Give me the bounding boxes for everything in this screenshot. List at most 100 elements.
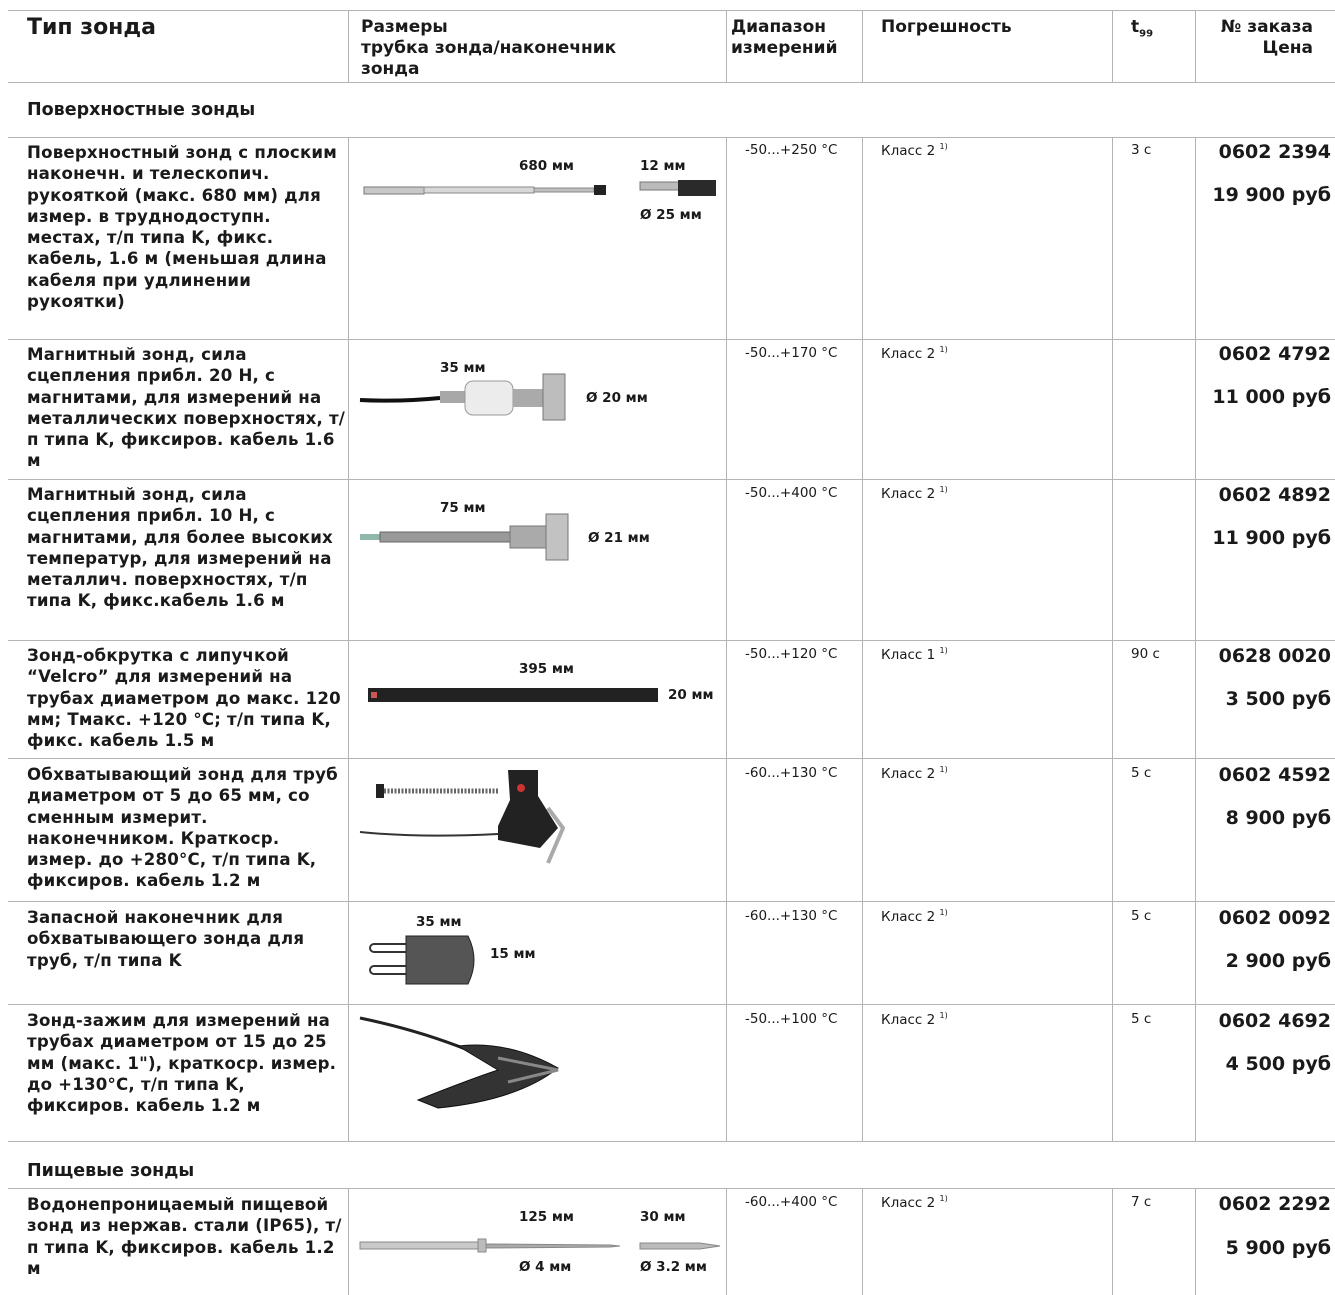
accuracy-footnote: 1) bbox=[939, 485, 948, 494]
dim-label: Ø 3.2 мм bbox=[640, 1259, 707, 1275]
price: 5 900 руб bbox=[1225, 1237, 1331, 1259]
t99-value: 5 с bbox=[1131, 908, 1152, 924]
accuracy-class: Класс 2 bbox=[881, 143, 936, 159]
dim-label: Ø 20 мм bbox=[586, 390, 648, 406]
dim-label: 680 мм bbox=[519, 158, 574, 174]
dim-label: 12 мм bbox=[640, 158, 686, 174]
order-number: 0602 4892 bbox=[1218, 484, 1331, 506]
accuracy-class: Класс 2 bbox=[881, 766, 936, 782]
order-number: 0602 0092 bbox=[1218, 907, 1331, 929]
row-description: Магнитный зонд, сила сцепления прибл. 10… bbox=[27, 485, 333, 611]
header-accuracy: Погрешность bbox=[881, 17, 1012, 37]
price: 11 000 руб bbox=[1212, 386, 1331, 408]
probe-food-image bbox=[359, 1238, 721, 1253]
order-number: 0602 2292 bbox=[1218, 1193, 1331, 1215]
row-border bbox=[8, 339, 1335, 340]
row-border bbox=[8, 758, 1335, 759]
col-divider bbox=[862, 1188, 863, 1295]
price: 2 900 руб bbox=[1225, 950, 1331, 972]
row-border bbox=[8, 901, 1335, 902]
accuracy-footnote: 1) bbox=[939, 142, 948, 151]
row-description: Зонд-обкрутка с липучкой “Velcro” для из… bbox=[27, 646, 341, 751]
row-description: Магнитный зонд, сила сцепления прибл. 20… bbox=[27, 345, 346, 471]
price: 19 900 руб bbox=[1212, 184, 1331, 206]
col-divider bbox=[348, 1188, 349, 1295]
probe-spare-tip-image bbox=[369, 935, 475, 985]
dim-label: 35 мм bbox=[440, 360, 486, 376]
dim-label: 30 мм bbox=[640, 1209, 686, 1225]
row-border bbox=[8, 640, 1335, 641]
range-value: -60...+130 °C bbox=[745, 908, 838, 924]
col-divider bbox=[726, 137, 727, 1141]
col-divider bbox=[1195, 1188, 1196, 1295]
dim-label: 125 мм bbox=[519, 1209, 574, 1225]
range-value: -60...+400 °C bbox=[745, 1194, 838, 1210]
dim-label: Ø 21 мм bbox=[588, 530, 650, 546]
header-order-line2: Цена bbox=[1262, 38, 1313, 58]
accuracy-value: Класс 2 1) bbox=[881, 345, 948, 362]
probe-clip-image bbox=[359, 1016, 559, 1109]
order-number: 0602 4692 bbox=[1218, 1010, 1331, 1032]
dim-label: 20 мм bbox=[668, 687, 714, 703]
row-border bbox=[8, 1141, 1335, 1142]
probe-telescopic-image bbox=[363, 180, 716, 196]
header-t99-main: t bbox=[1131, 17, 1140, 37]
accuracy-footnote: 1) bbox=[939, 765, 948, 774]
range-value: -50...+120 °C bbox=[745, 646, 838, 662]
dim-label: Ø 25 мм bbox=[640, 207, 702, 223]
range-value: -50...+170 °C bbox=[745, 345, 838, 361]
header-type: Тип зонда bbox=[27, 15, 156, 40]
accuracy-footnote: 1) bbox=[939, 646, 948, 655]
order-number: 0628 0020 bbox=[1218, 645, 1331, 667]
t99-value: 5 с bbox=[1131, 1011, 1152, 1027]
row-description: Обхватывающий зонд для труб диаметром от… bbox=[27, 765, 338, 891]
row-border bbox=[8, 1004, 1335, 1005]
col-divider bbox=[862, 137, 863, 1141]
probe-magnetic-20-image bbox=[359, 373, 566, 421]
header-order: № заказа Цена bbox=[1200, 17, 1313, 59]
range-value: -50...+400 °C bbox=[745, 485, 838, 501]
col-divider bbox=[1112, 1188, 1113, 1295]
header-t99-sub: 99 bbox=[1139, 28, 1154, 40]
dim-label: 35 мм bbox=[416, 914, 462, 930]
dim-label: 15 мм bbox=[490, 946, 536, 962]
col-divider bbox=[348, 10, 349, 82]
price: 4 500 руб bbox=[1225, 1053, 1331, 1075]
row-border bbox=[8, 137, 1335, 138]
col-divider bbox=[862, 10, 863, 82]
accuracy-value: Класс 2 1) bbox=[881, 485, 948, 502]
row-border bbox=[8, 1188, 1335, 1189]
header-bottom-border bbox=[8, 82, 1335, 83]
row-description: Водонепроницаемый пищевой зонд из нержав… bbox=[27, 1195, 342, 1278]
range-value: -50...+100 °C bbox=[745, 1011, 838, 1027]
dim-label: Ø 4 мм bbox=[519, 1259, 572, 1275]
section-title-food: Пищевые зонды bbox=[27, 1161, 195, 1181]
col-divider bbox=[1112, 10, 1113, 82]
row-border bbox=[8, 479, 1335, 480]
header-range-line1: Диапазон bbox=[731, 17, 827, 37]
header-sizes-line1: Размеры bbox=[361, 17, 448, 37]
accuracy-value: Класс 2 1) bbox=[881, 765, 948, 782]
col-divider bbox=[1195, 10, 1196, 82]
accuracy-footnote: 1) bbox=[939, 1011, 948, 1020]
accuracy-value: Класс 1 1) bbox=[881, 646, 948, 663]
accuracy-class: Класс 2 bbox=[881, 486, 936, 502]
col-divider bbox=[726, 1188, 727, 1295]
col-divider bbox=[1112, 137, 1113, 1141]
range-value: -60...+130 °C bbox=[745, 765, 838, 781]
col-divider bbox=[348, 137, 349, 1141]
row-description: Запасной наконечник для обхватывающего з… bbox=[27, 908, 305, 970]
header-t99: t99 bbox=[1131, 17, 1153, 44]
range-value: -50...+250 °C bbox=[745, 142, 838, 158]
dim-label: 395 мм bbox=[519, 661, 574, 677]
accuracy-class: Класс 1 bbox=[881, 647, 936, 663]
order-number: 0602 4792 bbox=[1218, 343, 1331, 365]
order-number: 0602 2394 bbox=[1218, 141, 1331, 163]
table-top-border bbox=[8, 10, 1335, 11]
t99-value: 5 с bbox=[1131, 765, 1152, 781]
accuracy-class: Класс 2 bbox=[881, 346, 936, 362]
header-sizes-line3: зонда bbox=[361, 59, 420, 79]
t99-value: 90 с bbox=[1131, 646, 1160, 662]
order-number: 0602 4592 bbox=[1218, 764, 1331, 786]
probe-pipe-clamp-image bbox=[359, 770, 566, 864]
